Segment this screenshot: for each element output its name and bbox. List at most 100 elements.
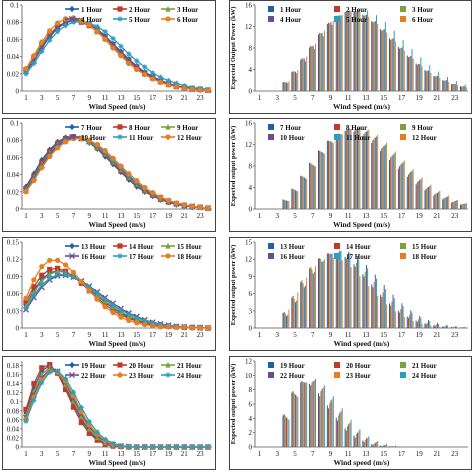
bar [326,23,328,91]
bar [464,84,466,91]
data-point [55,368,61,374]
bar [328,140,330,209]
bar [383,285,385,328]
bar [434,76,436,91]
bar [282,82,284,91]
x-tick-label: 3 [40,94,44,102]
bar [304,178,306,209]
data-point [150,70,156,76]
bar [384,289,386,328]
bar [455,81,457,91]
legend-label: 23 Hour [346,372,371,380]
legend-label: 19 Hour [280,362,305,370]
bar [455,200,457,209]
bar [371,142,373,209]
x-tick-label: 15 [133,94,141,102]
x-axis-label: Wind Speed (m/s) [89,339,146,348]
legend-marker [400,253,406,259]
data-point [110,155,116,161]
bar [424,70,426,91]
bar [425,323,427,328]
bar [402,306,404,328]
data-point [47,32,53,38]
data-point [118,307,124,313]
bar [402,39,404,91]
bar [355,262,357,328]
bar [358,127,360,209]
x-tick-label: 11 [102,450,109,458]
bar [344,11,346,91]
data-point [134,66,140,73]
data-point [165,197,172,203]
bar [374,21,376,91]
bar [349,253,351,328]
legend-label: 5 Hour [129,16,150,24]
bar [377,134,379,209]
x-tick-label: 11 [102,94,109,102]
bar [391,38,393,91]
bar [365,14,367,91]
data-point [47,28,53,34]
x-tick-label: 13 [117,331,125,339]
bar [282,415,284,447]
bar [301,381,303,447]
bar [288,200,290,209]
legend-marker [268,253,274,259]
x-tick-label: 19 [165,94,173,102]
data-point [39,264,45,270]
bar [394,151,396,209]
bar [357,256,359,328]
legend-label: 6 Hour [177,16,198,24]
bar [362,14,364,91]
bar [310,45,312,91]
bar [383,444,385,447]
x-tick-label: 3 [275,212,279,220]
bar [335,417,337,447]
bar [402,162,404,209]
bar [460,204,461,209]
y-axis-label: Expected Output Power (kW) [230,7,237,90]
bar [463,203,465,209]
bar [465,203,467,209]
bar [464,327,466,328]
bar [326,405,328,447]
bar [350,419,352,447]
data-point [126,51,132,57]
bar [455,326,457,328]
legend-label: 15 Hour [177,243,202,251]
bar [348,424,350,447]
bar [363,15,365,91]
x-axis-label: Wind Speed (m/s) [333,220,390,229]
bar [284,313,286,328]
bar [419,315,421,328]
y-tick-label: 0.06 [7,154,20,162]
x-tick-label: 19 [165,212,173,220]
data-point [94,296,100,302]
x-tick-label: 7 [311,450,315,458]
bar [368,129,370,209]
legend-label: 22 Hour [280,372,305,380]
bar [386,32,388,91]
bar [457,199,459,209]
bar [332,396,334,447]
data-point [55,20,61,26]
bar [340,411,342,447]
bar [462,327,464,328]
bar [363,133,365,209]
bar [292,189,294,209]
bar [318,258,319,328]
bar [320,391,322,447]
bar [460,327,461,328]
bar [397,310,399,328]
data-point [31,277,37,283]
bar [287,314,289,328]
bar [454,326,456,328]
y-tick-label: 0.09 [7,273,20,281]
bar [453,201,455,209]
bar [389,160,390,209]
data-point [110,302,116,308]
bar [420,57,422,91]
bar [457,85,459,91]
bar [330,22,332,92]
bar [367,10,369,91]
